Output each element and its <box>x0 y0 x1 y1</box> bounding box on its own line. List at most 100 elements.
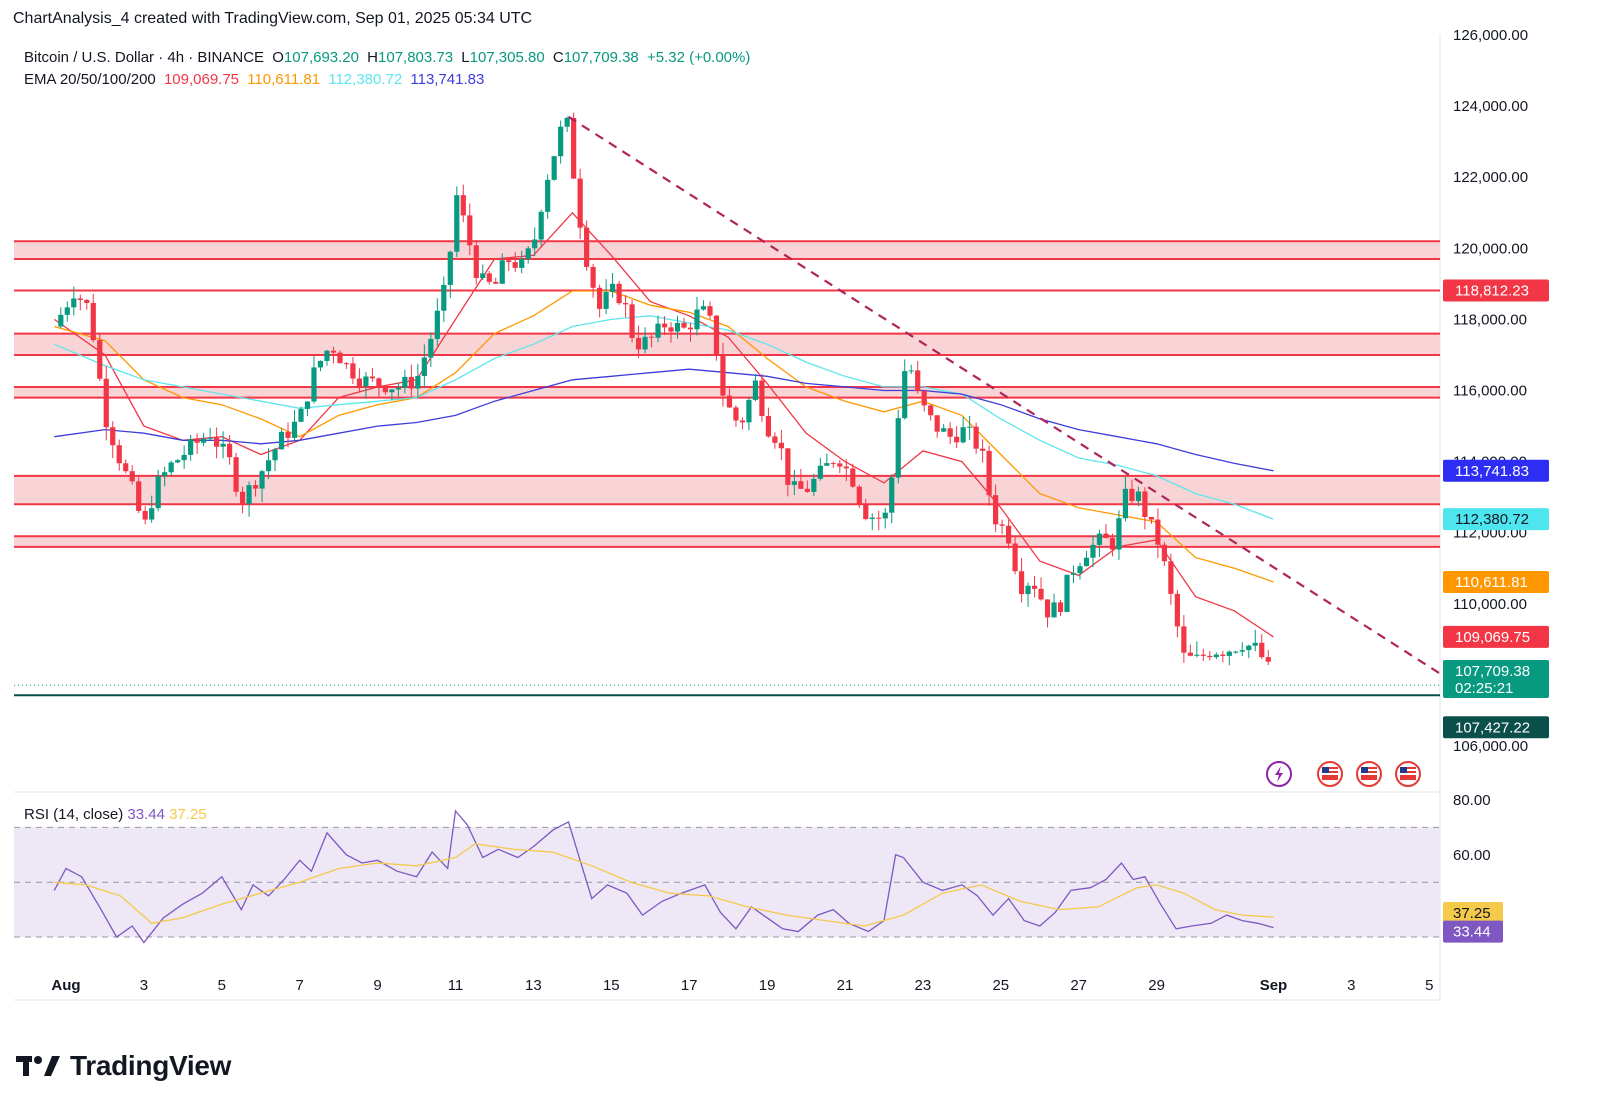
candle-body <box>415 376 421 389</box>
price-tick-label: 124,000.00 <box>1453 98 1528 115</box>
brand-name: TradingView <box>70 1050 232 1081</box>
ema-label[interactable]: EMA 20/50/100/200 <box>24 71 156 88</box>
event-markers[interactable] <box>1266 761 1421 787</box>
high-value: 107,803.73 <box>378 49 454 66</box>
candle-body <box>785 448 791 485</box>
candle-body <box>1070 573 1077 575</box>
candle-body <box>64 307 70 315</box>
time-tick-label: 17 <box>681 977 698 994</box>
tradingview-logo[interactable]: TradingView <box>16 1050 231 1082</box>
candle-body <box>772 436 778 443</box>
candle-body <box>558 126 564 157</box>
resistance-badge: 118,812.23 <box>1455 283 1529 300</box>
rsi-value: 33.44 <box>127 806 165 823</box>
ema-lines <box>53 211 1274 638</box>
time-tick-label: 29 <box>1148 977 1165 994</box>
candle-body <box>713 315 720 356</box>
candle-body <box>954 436 960 443</box>
ema100-line <box>54 315 1274 520</box>
candle-body <box>1168 561 1174 594</box>
candle-body <box>837 463 843 467</box>
candle-body <box>1129 488 1135 501</box>
candle-body <box>1135 491 1142 501</box>
flag-canton-icon <box>1400 767 1407 773</box>
candle-body <box>889 477 895 513</box>
candle-body <box>824 463 830 466</box>
rsi-label[interactable]: RSI (14, close) <box>24 806 124 823</box>
time-tick-label: 7 <box>296 977 304 994</box>
candle-body <box>1226 651 1232 656</box>
candle-body <box>876 517 882 519</box>
time-tick-label: 3 <box>140 977 148 994</box>
symbol-title[interactable]: Bitcoin / U.S. Dollar · 4h · BINANCE <box>24 49 265 66</box>
candle-body <box>668 327 674 332</box>
candle-body <box>635 337 642 350</box>
candle-body <box>395 387 401 390</box>
rsi-ma-value: 37.25 <box>169 806 207 823</box>
candle-body <box>908 370 914 372</box>
candle-body <box>694 309 700 330</box>
candle-body <box>298 408 304 422</box>
candle-body <box>960 427 966 443</box>
low-label: L <box>461 49 470 66</box>
time-tick-label: 5 <box>218 977 226 994</box>
candle-body <box>915 370 921 392</box>
candle-body <box>194 439 200 443</box>
time-tick-label: Sep <box>1260 977 1288 994</box>
candle-body <box>1031 585 1038 589</box>
candle-body <box>311 367 317 402</box>
resistance-zone <box>14 475 1440 505</box>
rsi-ma-line <box>54 843 1274 927</box>
candle-body <box>291 421 298 438</box>
candle-body <box>1044 599 1051 618</box>
open-value: 107,693.20 <box>283 49 359 66</box>
ema50-line <box>54 290 1274 583</box>
candle-body <box>84 299 90 303</box>
rsi-tick-label: 80.00 <box>1453 792 1491 809</box>
candle-body <box>460 195 466 216</box>
candle-body <box>369 376 376 379</box>
candle-body <box>1213 654 1219 658</box>
candle-body <box>447 251 453 285</box>
support-badge-bg <box>1443 716 1549 739</box>
flag-stripe-icon <box>1400 773 1416 775</box>
candle-body <box>1051 602 1057 618</box>
price-badges: 118,812.23 113,741.83 112,380.72 110,611.81… <box>1443 279 1549 943</box>
candle-body <box>882 512 888 519</box>
candle-body <box>564 117 570 127</box>
resistance-zone <box>14 333 1440 355</box>
candle-body <box>71 298 77 308</box>
candle-body <box>363 376 369 387</box>
candle-body <box>97 340 103 379</box>
ema200-badge-bg <box>1443 459 1549 482</box>
candle-body <box>434 310 440 339</box>
candle-body <box>928 405 934 416</box>
candle-body <box>661 323 668 328</box>
candle-body <box>343 363 350 365</box>
flag-canton-icon <box>1322 767 1329 773</box>
candle-body <box>519 258 525 268</box>
candle-body <box>1018 571 1025 595</box>
candle-body <box>648 336 655 338</box>
last-price-badge-bg <box>1443 660 1549 699</box>
candle-body <box>110 427 116 446</box>
candle-body <box>700 306 707 310</box>
rsi-panel[interactable]: 60.00 80.00 <box>14 792 1491 944</box>
candle-body <box>1233 651 1239 653</box>
close-label: C <box>552 49 564 66</box>
time-axis[interactable]: Aug 3 5 7 9 11 13 15 17 19 21 23 25 27 29 Sep 3 5 <box>51 977 1433 994</box>
candle-body <box>506 260 512 263</box>
candle-body <box>921 391 927 406</box>
flag-stripe-icon <box>1361 769 1377 771</box>
candle-body <box>551 156 557 180</box>
candle-body <box>597 287 603 309</box>
candle-body <box>941 428 947 432</box>
candle-body <box>467 215 473 246</box>
candle-body <box>382 386 388 393</box>
price-tick-label: 120,000.00 <box>1453 240 1528 257</box>
time-tick-label: 19 <box>759 977 776 994</box>
candle-body <box>707 306 713 316</box>
candle-body <box>278 431 285 450</box>
candle-body <box>1096 533 1103 545</box>
